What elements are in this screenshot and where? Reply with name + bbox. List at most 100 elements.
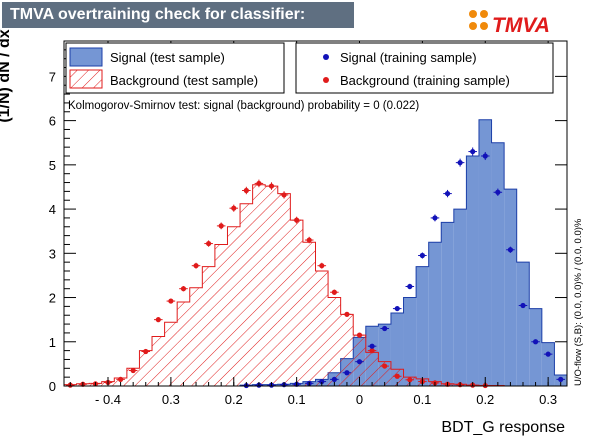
- signal-train-point: [543, 351, 553, 357]
- x-tick-label: - 0.4: [95, 392, 121, 407]
- signal-train-point: [455, 158, 465, 167]
- y-tick-label: 3: [49, 246, 56, 261]
- background-train-point: [292, 216, 301, 224]
- x-tick-label: 0.2: [476, 392, 494, 407]
- legend-label-signal-train: Signal (training sample): [340, 50, 477, 65]
- signal-test-bar: [428, 242, 442, 386]
- logo-dot-icon: [469, 10, 477, 18]
- signal-train-point: [493, 188, 503, 196]
- legend-label-signal-test: Signal (test sample): [110, 50, 225, 65]
- signal-test-bar: [403, 297, 417, 386]
- background-train-point: [229, 204, 239, 212]
- y-tick-label: 6: [49, 114, 56, 129]
- background-test-bar: [365, 352, 379, 386]
- background-test-bar: [277, 193, 291, 386]
- background-test-bar: [290, 220, 303, 386]
- legend-marker-signal-train: [323, 54, 329, 60]
- logo-text: TMVA: [492, 14, 550, 37]
- background-train-point: [179, 286, 188, 292]
- signal-train-point: [317, 378, 327, 385]
- background-test-bar: [328, 297, 341, 386]
- legend-marker-background-train: [323, 77, 329, 83]
- signal-train-point: [556, 376, 565, 382]
- x-tick-label: 0.3: [539, 392, 557, 407]
- signal-test-bar: [416, 266, 429, 386]
- background-train-point: [154, 317, 163, 323]
- page-title: TMVA overtraining check for classifier: …: [2, 2, 354, 49]
- background-train-point: [166, 298, 176, 304]
- background-train-point: [267, 182, 276, 190]
- y-axis-label: (1/N) dN / dx: [0, 29, 13, 122]
- background-test-bar: [202, 266, 215, 386]
- y-tick-label: 2: [49, 291, 56, 306]
- x-tick-label: 0.2: [225, 392, 243, 407]
- ks-test-text: Kolmogorov-Smirnov test: signal (backgro…: [68, 100, 419, 112]
- tmva-logo: TMVA: [469, 10, 550, 37]
- signal-test-bar: [441, 222, 454, 386]
- background-train-point: [254, 179, 264, 188]
- x-tick-label: 0.3: [162, 392, 180, 407]
- y-tick-label: 5: [49, 158, 56, 173]
- background-train-point: [116, 376, 125, 382]
- signal-test-bar: [466, 156, 479, 386]
- background-test-bar: [340, 314, 354, 386]
- logo-dot-icon: [480, 22, 488, 30]
- background-test-bar: [164, 322, 178, 386]
- legend-label-background-train: Background (training sample): [340, 73, 510, 88]
- x-axis-label: BDT_G response: [441, 419, 565, 436]
- signal-test-bar: [529, 308, 542, 386]
- background-train-point: [279, 191, 289, 199]
- signal-train-point: [480, 151, 490, 161]
- signal-train-point: [367, 343, 377, 349]
- x-tick-label: 0.1: [288, 392, 306, 407]
- signal-train-point: [342, 370, 352, 376]
- background-test-bar: [139, 350, 153, 386]
- signal-test-bar: [541, 342, 555, 386]
- background-train-point: [216, 222, 226, 230]
- background-train-point: [242, 186, 251, 195]
- signal-test-bar: [491, 142, 505, 386]
- logo-dot-icon: [469, 22, 477, 30]
- y-tick-label: 7: [49, 69, 56, 84]
- background-train-point: [405, 377, 415, 383]
- background-train-point: [304, 236, 314, 244]
- y-tick-label: 0: [49, 379, 56, 394]
- background-test-bar: [315, 271, 329, 386]
- signal-train-point: [430, 214, 440, 222]
- signal-train-point: [330, 376, 339, 382]
- background-train-point: [128, 367, 138, 374]
- background-train-point: [330, 289, 339, 295]
- background-train-point: [317, 262, 327, 269]
- signal-test-bar: [390, 313, 404, 386]
- background-test-bar: [152, 336, 165, 386]
- plot-frame: [63, 40, 568, 387]
- signal-train-point: [418, 252, 427, 259]
- overflow-note: U/O-flow (S,B): (0.0, 0.0)% / (0.0, 0.0)…: [573, 218, 584, 386]
- signal-test-bar: [478, 119, 492, 386]
- signal-train-point: [506, 246, 515, 253]
- signal-train-point: [443, 189, 452, 198]
- background-test-bar: [252, 184, 266, 386]
- background-train-point: [342, 311, 352, 317]
- signal-train-point: [518, 302, 528, 309]
- background-test-bar: [265, 186, 278, 386]
- legend-swatch-signal-test: [69, 47, 103, 67]
- signal-train-point: [531, 339, 540, 345]
- legend-label-background-test: Background (test sample): [110, 73, 258, 88]
- logo-dot-icon: [480, 10, 488, 18]
- signal-train-point: [355, 359, 364, 365]
- legend-swatch-background-test: [69, 69, 103, 89]
- y-tick-label: 1: [49, 335, 56, 350]
- signal-test-bar: [516, 262, 530, 386]
- background-train-point: [204, 240, 213, 247]
- signal-train-point: [405, 283, 415, 290]
- background-train-point: [191, 262, 201, 269]
- background-train-point: [141, 348, 151, 355]
- background-test-bar: [189, 287, 203, 386]
- background-test-bar: [378, 361, 391, 386]
- signal-test-bar: [504, 189, 517, 386]
- background-train-point: [355, 332, 364, 338]
- background-test-bar: [227, 226, 241, 386]
- signal-train-point: [392, 305, 402, 312]
